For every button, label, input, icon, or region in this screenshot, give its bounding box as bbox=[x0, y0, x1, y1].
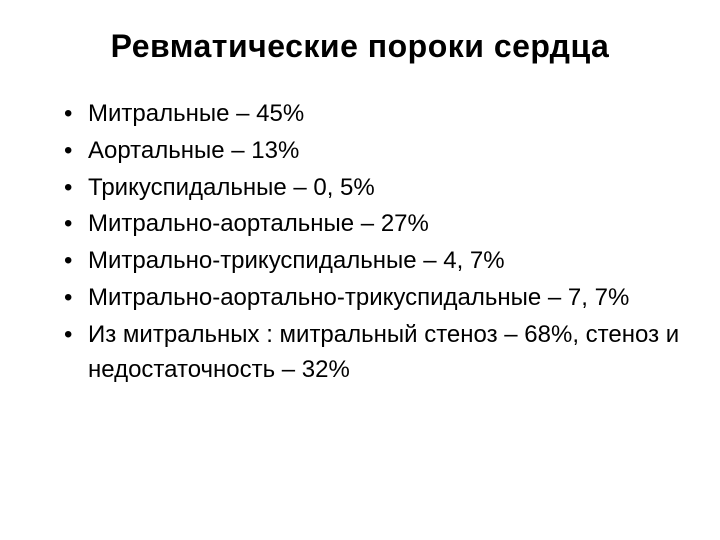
list-item: Митрально-аортально-трикуспидальные – 7,… bbox=[64, 281, 684, 316]
list-item: Митрально-трикуспидальные – 4, 7% bbox=[64, 244, 684, 279]
list-item: Митрально-аортальные – 27% bbox=[64, 207, 684, 242]
bullet-list: Митральные – 45% Аортальные – 13% Трикус… bbox=[36, 97, 684, 387]
list-item: Из митральных : митральный стеноз – 68%,… bbox=[64, 318, 684, 388]
list-item: Аортальные – 13% bbox=[64, 134, 684, 169]
slide-title: Ревматические пороки сердца bbox=[36, 28, 684, 65]
list-item: Митральные – 45% bbox=[64, 97, 684, 132]
list-item: Трикуспидальные – 0, 5% bbox=[64, 171, 684, 206]
